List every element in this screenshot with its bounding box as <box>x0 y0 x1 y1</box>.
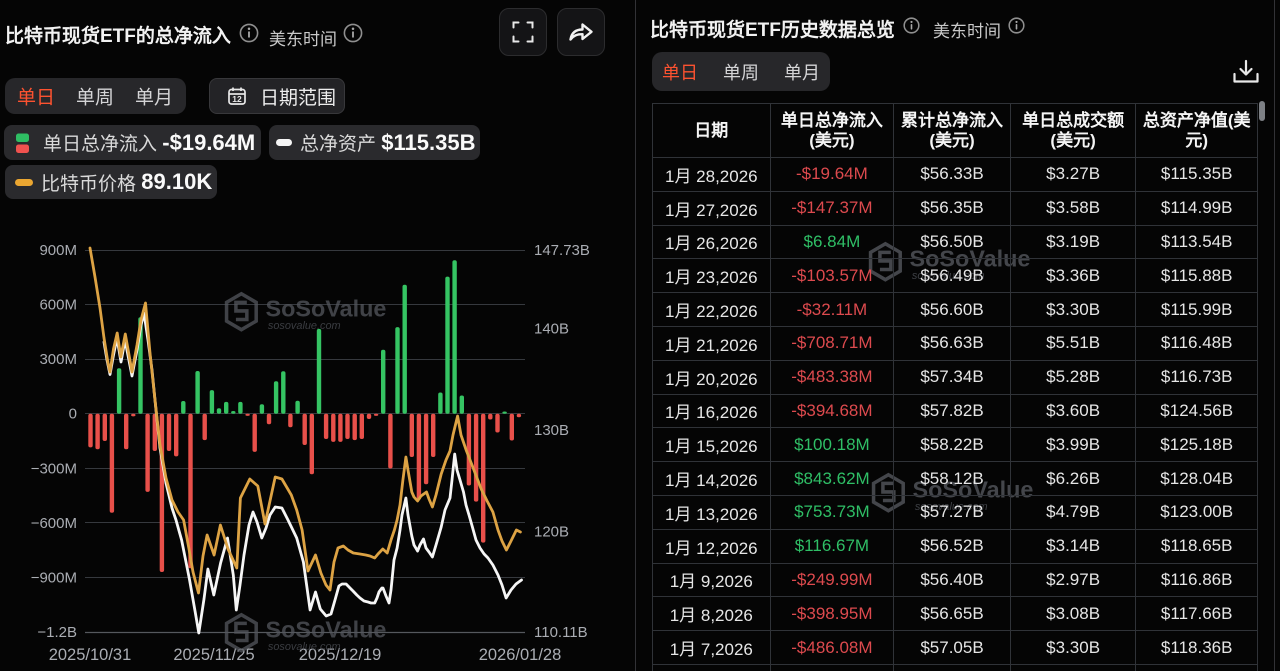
svg-text:12: 12 <box>232 94 242 104</box>
svg-text:0: 0 <box>69 406 77 423</box>
svg-text:−900M: −900M <box>31 569 77 586</box>
svg-text:140B: 140B <box>534 321 569 338</box>
svg-text:−1.2B: −1.2B <box>37 624 77 641</box>
svg-text:120B: 120B <box>534 524 569 541</box>
svg-text:147.73B: 147.73B <box>534 242 590 259</box>
svg-text:300M: 300M <box>39 351 77 368</box>
svg-text:600M: 600M <box>39 297 77 314</box>
svg-text:2026/01/28: 2026/01/28 <box>479 646 562 664</box>
svg-text:130B: 130B <box>534 422 569 439</box>
svg-text:−600M: −600M <box>31 515 77 532</box>
svg-text:−300M: −300M <box>31 460 77 477</box>
svg-text:900M: 900M <box>39 242 77 259</box>
svg-text:2025/10/31: 2025/10/31 <box>49 646 132 664</box>
svg-text:2025/11/25: 2025/11/25 <box>173 646 254 664</box>
svg-text:110.11B: 110.11B <box>534 624 588 641</box>
